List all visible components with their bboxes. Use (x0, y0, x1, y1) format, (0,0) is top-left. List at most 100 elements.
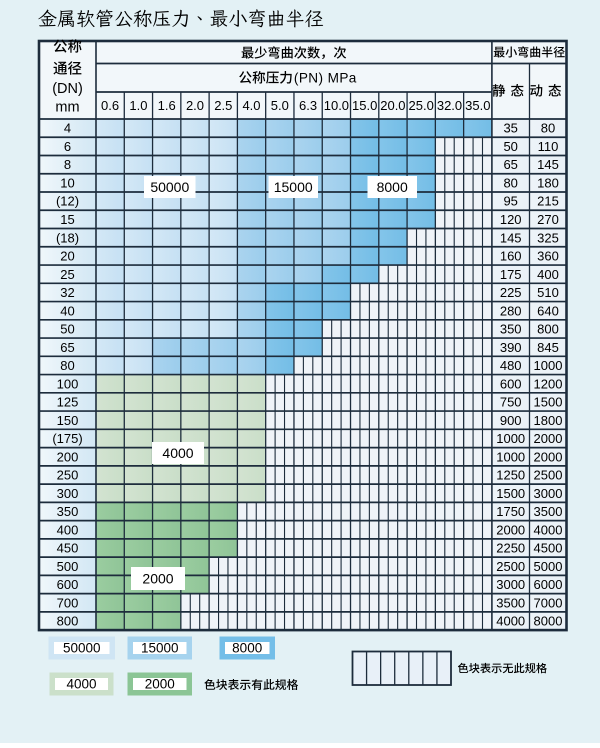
svg-text:25.0: 25.0 (409, 98, 434, 113)
svg-text:800: 800 (57, 614, 79, 629)
svg-text:400: 400 (57, 522, 79, 537)
svg-text:270: 270 (537, 212, 559, 227)
svg-text:2000: 2000 (534, 449, 563, 464)
svg-text:300: 300 (57, 486, 79, 501)
svg-text:125: 125 (57, 395, 79, 410)
svg-text:750: 750 (500, 395, 522, 410)
svg-text:600: 600 (57, 577, 79, 592)
svg-text:50000: 50000 (150, 179, 189, 195)
svg-text:250: 250 (57, 468, 79, 483)
svg-text:450: 450 (57, 541, 79, 556)
svg-text:160: 160 (500, 249, 522, 264)
svg-text:4500: 4500 (534, 541, 563, 556)
svg-text:1000: 1000 (496, 431, 525, 446)
svg-text:40: 40 (60, 303, 74, 318)
svg-text:8000: 8000 (534, 614, 563, 629)
svg-text:35.0: 35.0 (465, 98, 490, 113)
svg-text:180: 180 (537, 176, 559, 191)
svg-text:1750: 1750 (496, 504, 525, 519)
svg-text:6000: 6000 (534, 577, 563, 592)
svg-text:65: 65 (503, 157, 517, 172)
svg-text:1250: 1250 (496, 468, 525, 483)
svg-text:(18): (18) (56, 230, 79, 245)
svg-text:1000: 1000 (534, 358, 563, 373)
svg-text:4000: 4000 (162, 445, 193, 461)
svg-text:20.0: 20.0 (380, 98, 405, 113)
svg-text:350: 350 (500, 322, 522, 337)
svg-text:2000: 2000 (145, 677, 175, 692)
svg-text:175: 175 (500, 267, 522, 282)
svg-text:1500: 1500 (496, 486, 525, 501)
svg-text:845: 845 (537, 340, 559, 355)
svg-text:3500: 3500 (496, 595, 525, 610)
svg-text:390: 390 (500, 340, 522, 355)
svg-text:600: 600 (500, 376, 522, 391)
svg-text:640: 640 (537, 303, 559, 318)
svg-text:2250: 2250 (496, 541, 525, 556)
svg-text:1.6: 1.6 (158, 98, 176, 113)
svg-text:10: 10 (60, 176, 74, 191)
svg-text:2000: 2000 (534, 431, 563, 446)
svg-text:15: 15 (60, 212, 74, 227)
svg-text:15000: 15000 (274, 179, 313, 195)
svg-text:10.0: 10.0 (324, 98, 349, 113)
svg-text:500: 500 (57, 559, 79, 574)
svg-text:4000: 4000 (534, 522, 563, 537)
svg-text:510: 510 (537, 285, 559, 300)
svg-text:65: 65 (60, 340, 74, 355)
svg-text:150: 150 (57, 413, 79, 428)
svg-text:1.0: 1.0 (129, 98, 147, 113)
svg-text:900: 900 (500, 413, 522, 428)
svg-text:4000: 4000 (496, 614, 525, 629)
svg-text:480: 480 (500, 358, 522, 373)
svg-text:7000: 7000 (534, 595, 563, 610)
svg-text:(12): (12) (56, 194, 79, 209)
svg-text:32: 32 (60, 285, 74, 300)
svg-text:8000: 8000 (232, 641, 262, 656)
svg-text:145: 145 (537, 157, 559, 172)
svg-text:15000: 15000 (141, 641, 179, 656)
svg-text:700: 700 (57, 595, 79, 610)
svg-text:80: 80 (60, 358, 74, 373)
svg-text:2500: 2500 (496, 559, 525, 574)
svg-text:20: 20 (60, 249, 74, 264)
svg-text:(PN) MPa: (PN) MPa (294, 71, 357, 86)
svg-text:32.0: 32.0 (437, 98, 462, 113)
svg-text:2500: 2500 (534, 468, 563, 483)
svg-text:50: 50 (60, 322, 74, 337)
svg-text:400: 400 (537, 267, 559, 282)
svg-text:3000: 3000 (534, 486, 563, 501)
svg-text:1000: 1000 (496, 449, 525, 464)
svg-text:8: 8 (64, 157, 71, 172)
svg-text:3500: 3500 (534, 504, 563, 519)
svg-text:mm: mm (55, 100, 79, 116)
svg-text:5000: 5000 (534, 559, 563, 574)
svg-text:8000: 8000 (377, 179, 408, 195)
svg-text:350: 350 (57, 504, 79, 519)
svg-text:25: 25 (60, 267, 74, 282)
svg-text:6.3: 6.3 (299, 98, 317, 113)
svg-text:325: 325 (537, 230, 559, 245)
svg-text:2000: 2000 (142, 570, 173, 586)
svg-text:2000: 2000 (496, 522, 525, 537)
svg-text:145: 145 (500, 230, 522, 245)
svg-text:360: 360 (537, 249, 559, 264)
svg-text:50: 50 (503, 139, 517, 154)
svg-text:4.0: 4.0 (242, 98, 260, 113)
svg-text:100: 100 (57, 376, 79, 391)
svg-text:215: 215 (537, 194, 559, 209)
svg-text:50000: 50000 (63, 641, 101, 656)
svg-text:(175): (175) (52, 431, 82, 446)
svg-text:0.6: 0.6 (101, 98, 119, 113)
svg-text:4: 4 (64, 121, 71, 136)
svg-text:80: 80 (503, 176, 517, 191)
svg-text:80: 80 (541, 121, 555, 136)
svg-text:280: 280 (500, 303, 522, 318)
svg-text:800: 800 (537, 322, 559, 337)
svg-text:110: 110 (538, 139, 559, 154)
svg-text:(DN): (DN) (52, 81, 83, 97)
svg-text:15.0: 15.0 (352, 98, 377, 113)
svg-text:120: 120 (500, 212, 522, 227)
svg-text:2.0: 2.0 (186, 98, 204, 113)
svg-text:95: 95 (503, 194, 517, 209)
